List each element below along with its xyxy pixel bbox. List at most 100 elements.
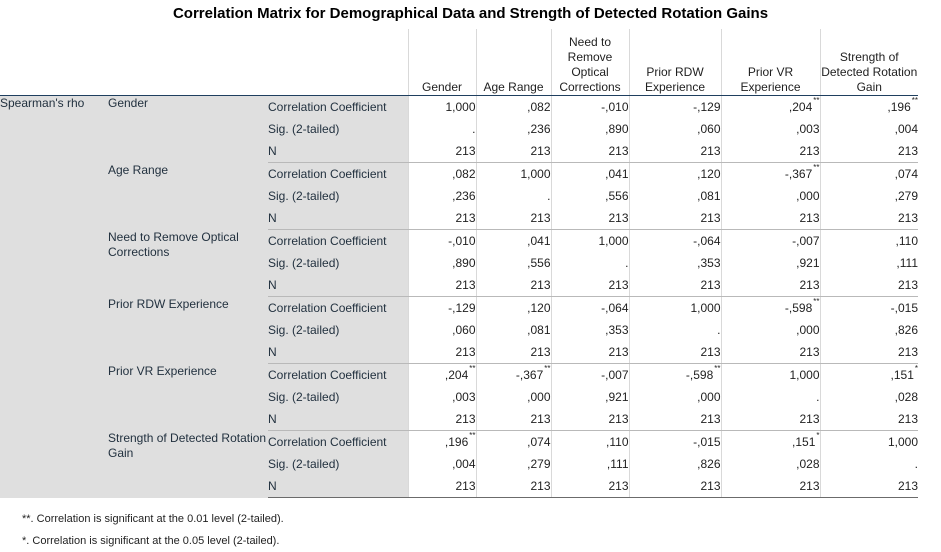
table-cell: ,082 [407,162,476,185]
cell-value: ,921 [605,390,629,404]
significance-mark: ** [714,364,721,373]
table-cell: . [628,319,721,341]
table-cell: 213 [628,408,721,431]
cell-value: ,890 [452,256,476,270]
table-cell: 1,000 [407,95,476,118]
table-cell: ,826 [628,453,721,475]
table-cell: 213 [628,341,721,364]
cell-value: ,081 [697,189,721,203]
table-row: N 213 213 213 213 213 213 [0,140,918,163]
cell-value: -,367 [515,368,544,382]
table-cell: 213 [720,274,820,297]
statistic-label: Sig. (2-tailed) [268,185,408,207]
table-cell: 213 [819,408,918,431]
table-cell: ,890 [407,252,476,274]
row-variable-label: Prior RDW Experience [108,296,268,364]
table-cell: ,196** [819,95,918,118]
cell-value: ,041 [527,234,551,248]
table-cell: 213 [819,207,918,230]
cell-value: ,204 [788,100,813,114]
cell-value: ,353 [605,323,629,337]
table-cell: -,007 [550,363,629,386]
cell-value: 213 [608,412,629,426]
table-row: Spearman's rho Gender Correlation Coeffici… [0,95,918,498]
table-cell: . [819,453,918,475]
table-cell: 213 [720,341,820,364]
table-cell: ,041 [475,229,551,252]
table-cell: ,000 [475,386,551,408]
header-corner [0,29,408,96]
table-cell: -,598** [628,363,721,386]
table-cell: -,598** [720,296,820,319]
statistic-label: Correlation Coefficient [268,162,408,185]
cell-value: 1,000 [598,234,629,248]
cell-value: ,000 [527,390,551,404]
cell-value: 1,000 [887,435,918,449]
cell-value: 213 [530,211,551,225]
cell-value: 213 [897,144,918,158]
cell-value: 213 [608,211,629,225]
cell-value: 213 [608,144,629,158]
cell-value: . [625,256,629,270]
table-cell: ,000 [720,185,820,207]
table-cell: -,129 [407,296,476,319]
cell-value: ,196 [887,100,911,114]
cell-value: 213 [897,479,918,493]
cell-value: ,111 [606,457,629,471]
table-row: N 213 213 213 213 213 213 [0,475,918,498]
correlation-matrix-table: Gender Age Range Need to Remove Optical … [0,29,918,498]
table-row: Strength of Detected Rotation Gain Correl… [0,430,918,498]
table-cell: . [550,252,629,274]
significance-mark: ** [813,96,820,105]
table-cell: ,236 [407,185,476,207]
table-cell: ,003 [407,386,476,408]
cell-value: 213 [700,211,721,225]
column-header: Need to Remove Optical Corrections [550,29,629,96]
statistic-label: Sig. (2-tailed) [268,319,408,341]
table-cell: ,151* [819,363,918,386]
table-cell: 213 [407,475,476,498]
column-header: Prior RDW Experience [628,29,721,96]
table-cell: ,110 [819,229,918,252]
table-cell: ,028 [720,453,820,475]
cell-value: 213 [530,412,551,426]
cell-value: . [717,323,721,337]
cell-value: 213 [799,278,820,292]
table-title: Correlation Matrix for Demographical Dat… [172,5,769,22]
cell-value: 213 [799,479,820,493]
cell-value: -,015 [890,301,918,315]
table-cell: 213 [550,341,629,364]
table-cell: -,010 [550,95,629,118]
table-cell: ,074 [819,162,918,185]
cell-value: 213 [608,479,629,493]
table-cell: ,353 [628,252,721,274]
table-cell: ,204** [407,363,476,386]
cell-value: -,064 [601,301,629,315]
table-cell: ,556 [550,185,629,207]
cell-value: 213 [455,278,476,292]
cell-value: ,003 [452,390,476,404]
cell-value: ,556 [527,256,551,270]
table-cell: . [720,386,820,408]
cell-value: ,921 [796,256,820,270]
table-cell: ,110 [550,430,629,453]
footnote-001: **. Correlation is significant at the 0.… [22,513,284,525]
table-cell: 213 [550,274,629,297]
significance-mark: ** [813,297,820,306]
table-cell: ,204** [720,95,820,118]
table-cell: ,236 [475,118,551,140]
cell-value: ,236 [452,189,476,203]
cell-value: ,081 [527,323,551,337]
cell-value: -,007 [601,368,629,382]
table-cell: 213 [550,408,629,431]
table-cell: ,081 [628,185,721,207]
table-row: Sig. (2-tailed) ,060 ,081 ,353. ,000 ,826 [0,319,918,341]
method-label: Spearman's rho [0,95,108,498]
cell-value: ,082 [527,100,551,114]
cell-value: 213 [897,345,918,359]
table-cell: ,353 [550,319,629,341]
statistic-label: Correlation Coefficient [268,363,408,386]
table-row: N 213 213 213 213 213 213 [0,207,918,230]
table-cell: 213 [628,475,721,498]
cell-value: ,004 [452,457,476,471]
